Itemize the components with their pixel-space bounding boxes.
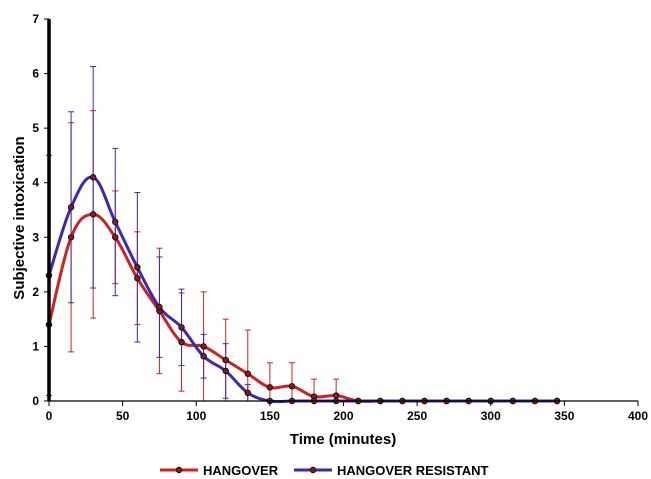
data-point [89,174,97,181]
legend-marker [309,466,317,474]
data-point [112,234,119,241]
tick-labels: 0 1 2 3 4 5 6 7 0 50 100 150 200 250 300 350 400 [32,12,648,423]
legend-item: HANGOVER RESISTANT [294,463,488,478]
x-axis-title: Time (minutes) [290,431,396,448]
data-point [222,356,229,364]
y-tick-label: 5 [32,121,39,135]
data-point [266,384,274,391]
y-tick-label: 6 [32,67,39,81]
y-tick-label: 3 [32,230,39,244]
series-1 [46,65,251,402]
data-point [156,303,163,311]
x-tick-label: 300 [481,409,501,423]
legend-marker [175,466,183,474]
x-tick-label: 150 [260,409,280,423]
series-line [47,175,558,404]
data-point [244,370,251,377]
legend-label: HANGOVER RESISTANT [337,463,488,478]
legend-label: HANGOVER [203,463,279,478]
data-point [89,211,97,218]
x-tick-label: 250 [407,409,427,423]
data-point [67,234,75,241]
data-point [178,338,185,346]
data-point [134,264,141,271]
data-point [200,353,207,360]
y-tick-label: 1 [32,339,39,353]
legend-item: HANGOVER [160,463,279,478]
data-point [112,218,119,226]
data-point [332,392,340,399]
x-tick-label: 50 [116,409,130,423]
y-axis-title: Subjective intoxication [11,136,28,299]
data-point [67,204,75,211]
data-point [222,367,229,375]
plot-area [45,65,561,405]
data-point [288,383,296,390]
x-tick-label: 350 [554,409,574,423]
x-tick-label: 200 [333,409,353,423]
x-tick-label: 0 [46,409,53,423]
x-tick-label: 400 [628,409,648,423]
data-point [200,343,207,350]
data-point [178,324,185,331]
y-tick-label: 0 [32,394,39,408]
data-point [244,389,251,397]
x-tick-label: 100 [186,409,206,423]
y-tick-label: 7 [32,12,39,26]
y-tick-label: 4 [32,176,39,190]
data-point [134,275,141,282]
y-tick-label: 2 [32,285,39,299]
axes [44,18,639,406]
legend: HANGOVER HANGOVER RESISTANT [160,463,488,478]
